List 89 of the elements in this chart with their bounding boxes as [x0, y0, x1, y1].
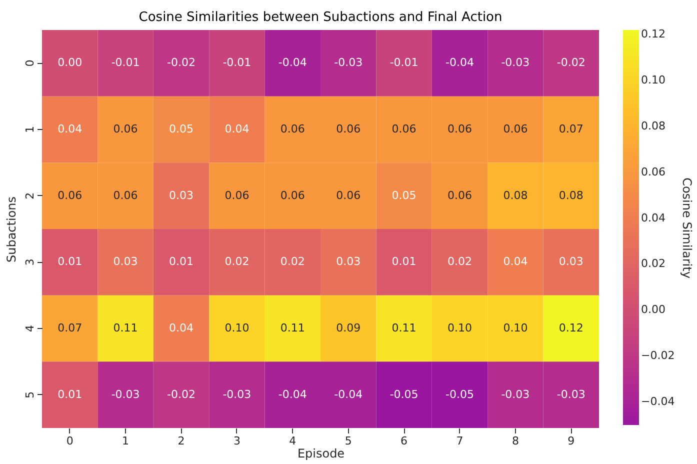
y-tick-label: 0: [24, 60, 36, 67]
data-label: 0.06: [448, 122, 472, 136]
data-label: 0.08: [558, 188, 584, 202]
data-label: 0.06: [58, 188, 82, 202]
color-bar-label: −0.02: [641, 349, 675, 362]
data-label: -0.04: [334, 388, 363, 401]
x-axis-title: Episode: [297, 446, 345, 460]
data-label: 0.06: [336, 122, 361, 136]
data-label: 0.01: [58, 255, 82, 268]
data-label: 0.11: [113, 322, 138, 334]
data-label: 0.02: [224, 255, 250, 268]
y-tick-label: 1: [24, 126, 36, 133]
data-label: -0.03: [334, 56, 363, 70]
data-label: 0.00: [58, 56, 82, 70]
data-label: 0.06: [113, 122, 138, 136]
color-bar-label: 0.02: [641, 257, 666, 270]
data-label: -0.05: [446, 388, 474, 401]
data-label: 0.01: [169, 255, 194, 268]
data-label: 0.07: [558, 122, 584, 136]
x-tick-label: 1: [122, 434, 130, 448]
color-bar-title: Cosine Similarity: [680, 178, 694, 278]
data-label: -0.02: [167, 56, 196, 70]
data-label: 0.04: [503, 255, 528, 268]
data-label: 0.09: [336, 322, 361, 334]
x-tick-label: 5: [344, 434, 352, 448]
data-label: 0.02: [448, 255, 472, 268]
data-label: 0.03: [169, 188, 194, 202]
data-label: 0.10: [448, 322, 472, 334]
data-label: 0.11: [392, 322, 416, 334]
data-label: 0.01: [58, 388, 82, 401]
x-tick-label: 4: [289, 434, 296, 448]
y-tick-label: 2: [24, 192, 36, 200]
data-label: -0.03: [556, 388, 586, 401]
data-label: -0.02: [556, 56, 586, 70]
x-tick-label: 2: [178, 434, 185, 448]
color-bar-label: 0.08: [641, 119, 666, 132]
data-label: -0.04: [446, 56, 474, 70]
data-label: -0.03: [111, 388, 140, 401]
y-tick-label: 5: [24, 391, 36, 398]
color-bar-label: 0.04: [641, 211, 666, 224]
data-label: 0.04: [224, 122, 250, 136]
data-label: 0.01: [392, 255, 416, 268]
data-label: -0.04: [278, 388, 307, 401]
data-label: -0.01: [222, 56, 252, 70]
data-label: 0.06: [113, 188, 138, 202]
y-tick-label: 4: [24, 325, 36, 332]
data-label: -0.05: [390, 388, 418, 401]
x-tick-label: 8: [512, 434, 519, 448]
data-label: 0.11: [280, 322, 305, 334]
data-label: 0.04: [58, 122, 82, 136]
data-label: 0.05: [392, 188, 416, 202]
color-bar-label: 0.12: [641, 28, 666, 41]
data-label: 0.03: [336, 255, 361, 268]
color-bar-label: 0.10: [641, 74, 666, 87]
x-tick-label: 6: [400, 434, 408, 448]
x-tick-label: 3: [233, 434, 240, 448]
x-tick-label: 9: [568, 434, 575, 448]
data-label: 0.06: [448, 188, 472, 202]
chart-title: Cosine Similarities between Subactions and Final Action: [138, 10, 502, 25]
data-label: -0.01: [390, 56, 418, 70]
data-label: 0.03: [113, 255, 138, 268]
x-tick-label: 0: [66, 434, 74, 448]
data-label: 0.12: [558, 322, 584, 334]
data-label: 0.07: [58, 322, 82, 334]
color-bar-label: 0.00: [641, 303, 666, 316]
y-tick-label: 3: [24, 258, 36, 266]
data-label: -0.03: [501, 388, 530, 401]
data-label: 0.06: [280, 188, 305, 202]
color-bar-label: 0.06: [641, 165, 666, 178]
data-label: 0.06: [280, 122, 305, 136]
data-label: 0.06: [392, 122, 416, 136]
data-label: -0.03: [222, 388, 252, 401]
data-label: 0.08: [503, 188, 528, 202]
data-label: 0.02: [280, 255, 305, 268]
data-label: 0.06: [503, 122, 528, 136]
data-label: -0.01: [111, 56, 140, 70]
data-label: 0.03: [558, 255, 584, 268]
data-label: -0.03: [501, 56, 530, 70]
data-label: 0.10: [224, 322, 250, 334]
data-label: 0.06: [336, 188, 361, 202]
y-axis-title: Subactions: [4, 196, 18, 263]
data-label: 0.06: [224, 188, 250, 202]
data-label: 0.04: [169, 322, 194, 334]
data-label: 0.10: [503, 322, 528, 334]
x-tick-label: 7: [456, 434, 464, 448]
data-label: -0.04: [278, 56, 307, 70]
color-bar-label: −0.04: [641, 395, 675, 408]
data-label: -0.02: [167, 388, 196, 401]
data-label: 0.05: [169, 122, 194, 136]
